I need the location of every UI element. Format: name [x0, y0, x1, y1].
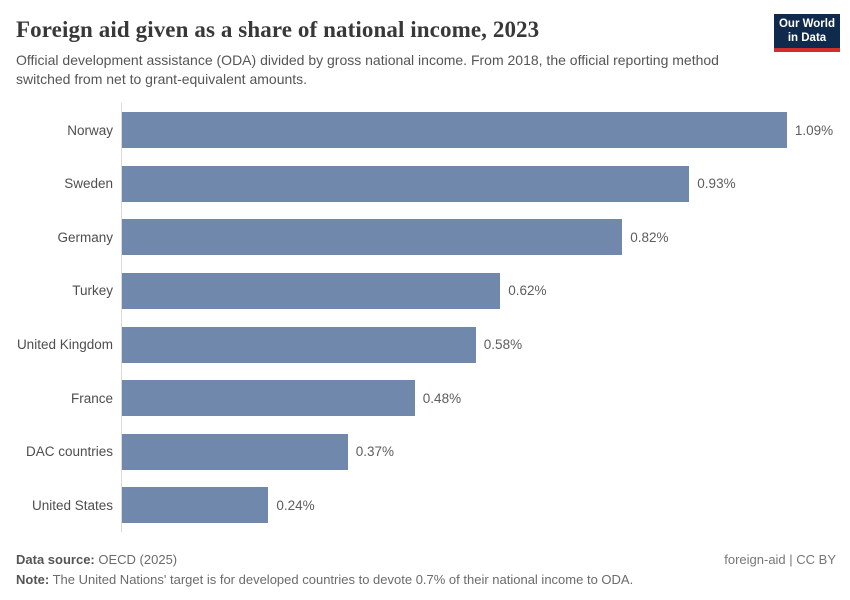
bar-track: 0.48%: [121, 371, 850, 425]
value-label: 0.82%: [630, 229, 669, 245]
chart-subtitle: Official development assistance (ODA) di…: [16, 51, 719, 88]
data-source-value: OECD (2025): [98, 552, 178, 567]
bar-row: United States 0.24%: [16, 478, 850, 533]
value-label: 0.24%: [276, 497, 315, 513]
bar-row: France 0.48%: [16, 371, 850, 425]
category-label: Sweden: [64, 176, 113, 192]
chart-header: Foreign aid given as a share of national…: [0, 0, 850, 90]
category-label: France: [70, 390, 113, 406]
bar-track: 0.58%: [121, 317, 850, 372]
value-label: 1.09%: [794, 122, 834, 138]
note-label: Note:: [16, 572, 50, 587]
bar-track: 0.24%: [121, 478, 850, 533]
category-label: DAC countries: [25, 444, 113, 460]
value-label: 0.58%: [483, 337, 523, 353]
bar-track: 0.82%: [121, 210, 850, 265]
bar-row: United Kingdom 0.58%: [16, 317, 850, 372]
value-label: 0.37%: [355, 444, 394, 460]
bar-track: 0.62%: [121, 264, 850, 318]
category-label: United States: [31, 497, 113, 513]
footer-note: Note: The United Nations' target is for …: [16, 572, 836, 587]
category-label: Norway: [67, 122, 113, 138]
bar[interactable]: [122, 219, 623, 256]
value-label: 0.62%: [508, 283, 547, 299]
bar[interactable]: [122, 326, 476, 363]
bar-track: 0.37%: [121, 424, 850, 479]
bar-row: Norway 1.09%: [16, 103, 850, 157]
category-label: United Kingdom: [16, 337, 113, 353]
bar[interactable]: [122, 487, 269, 524]
bar[interactable]: [122, 380, 415, 417]
bar-row: Sweden 0.93%: [16, 156, 850, 211]
owid-logo-line2: in Data: [787, 31, 827, 44]
bar-track: 0.93%: [121, 156, 850, 211]
category-label: Turkey: [72, 283, 113, 299]
bar-row: DAC countries 0.37%: [16, 424, 850, 479]
bar[interactable]: [122, 272, 501, 309]
bar-rows-container: Norway 1.09% Sweden 0.93% Germany 0.82% Turkey…: [16, 103, 850, 533]
owid-logo-line1: Our World: [778, 18, 835, 30]
bar-row: Turkey 0.62%: [16, 264, 850, 318]
bar-chart: Norway 1.09% Sweden 0.93% Germany 0.82% Turkey…: [0, 103, 850, 533]
data-source-label: Data source:: [16, 552, 95, 567]
data-source: Data source: OECD (2025): [16, 552, 177, 567]
bar[interactable]: [122, 433, 348, 470]
chart-footer: Data source: OECD (2025) foreign-aid | C…: [16, 552, 836, 587]
bar-row: Germany 0.82%: [16, 210, 850, 265]
bar[interactable]: [122, 112, 787, 149]
owid-logo[interactable]: Our World in Data: [774, 14, 840, 53]
footer-line-1: Data source: OECD (2025) foreign-aid | C…: [16, 552, 836, 567]
value-label: 0.93%: [697, 176, 736, 192]
value-label: 0.48%: [422, 390, 462, 406]
note-text: The United Nations' target is for develo…: [52, 572, 634, 587]
license-text[interactable]: foreign-aid | CC BY: [724, 552, 836, 567]
bar[interactable]: [122, 165, 690, 202]
bar-track: 1.09%: [121, 103, 850, 157]
category-label: Germany: [57, 229, 113, 245]
chart-title: Foreign aid given as a share of national…: [16, 17, 540, 42]
